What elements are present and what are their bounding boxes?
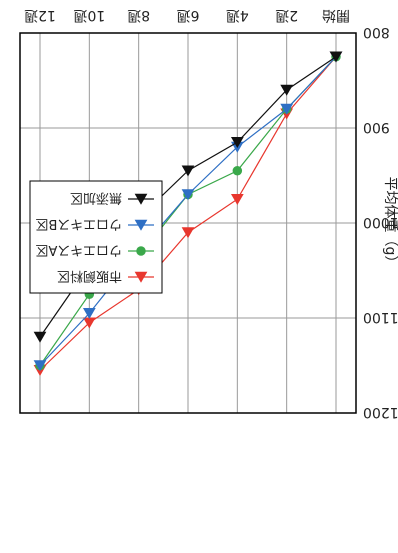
- legend-marker: [136, 246, 146, 256]
- x-tick-label: 2週: [275, 7, 298, 23]
- y-tick-label: 1200: [363, 404, 398, 420]
- x-tick-label: 10週: [73, 7, 105, 23]
- legend-item: 無添加区: [70, 190, 154, 205]
- data-point: [280, 84, 294, 96]
- data-point: [230, 137, 244, 148]
- legend-marker: [134, 193, 148, 205]
- x-tick-label: 6週: [177, 7, 200, 23]
- legend-label: ウロエキスA区: [35, 242, 122, 257]
- legend-item: 市販飼料区: [57, 268, 154, 284]
- data-point: [82, 308, 96, 319]
- x-tick-label: 開始: [322, 7, 350, 23]
- data-point: [329, 51, 343, 63]
- x-tick-label: 12週: [24, 7, 56, 23]
- data-point: [230, 194, 244, 205]
- legend-label: ウロエキスB区: [35, 216, 122, 231]
- legend-item: ウロエキスB区: [35, 216, 154, 231]
- legend-marker: [134, 219, 148, 231]
- plot-frame: [19, 32, 357, 414]
- y-tick-label: 800: [363, 24, 390, 40]
- x-tick-label: 4週: [226, 7, 249, 23]
- data-point: [33, 360, 47, 372]
- rotated-chart-group: 800 900 1000 1100 1200 開始 2週 4週 6週 8週 10週 12週 平均体重（…: [19, 7, 398, 420]
- y-axis-label: 平均体重（g）: [382, 177, 398, 270]
- data-point: [280, 103, 294, 115]
- legend-label: 市販飼料区: [57, 268, 122, 284]
- tick-labels: 800 900 1000 1100 1200 開始 2週 4週 6週 8週 10週 12週: [24, 7, 398, 420]
- data-point: [33, 331, 47, 343]
- x-tick-label: 8週: [127, 7, 150, 23]
- y-tick-label: 1000: [363, 214, 398, 230]
- data-point: [181, 165, 195, 177]
- y-tick-label: 900: [363, 119, 390, 135]
- legend-label: 無添加区: [70, 190, 122, 205]
- data-point: [181, 189, 195, 201]
- legend-item: ウロエキスA区: [35, 242, 154, 257]
- data-point: [181, 227, 195, 239]
- data-point: [232, 166, 243, 176]
- y-tick-label: 1100: [363, 309, 398, 325]
- legend-marker: [134, 271, 148, 283]
